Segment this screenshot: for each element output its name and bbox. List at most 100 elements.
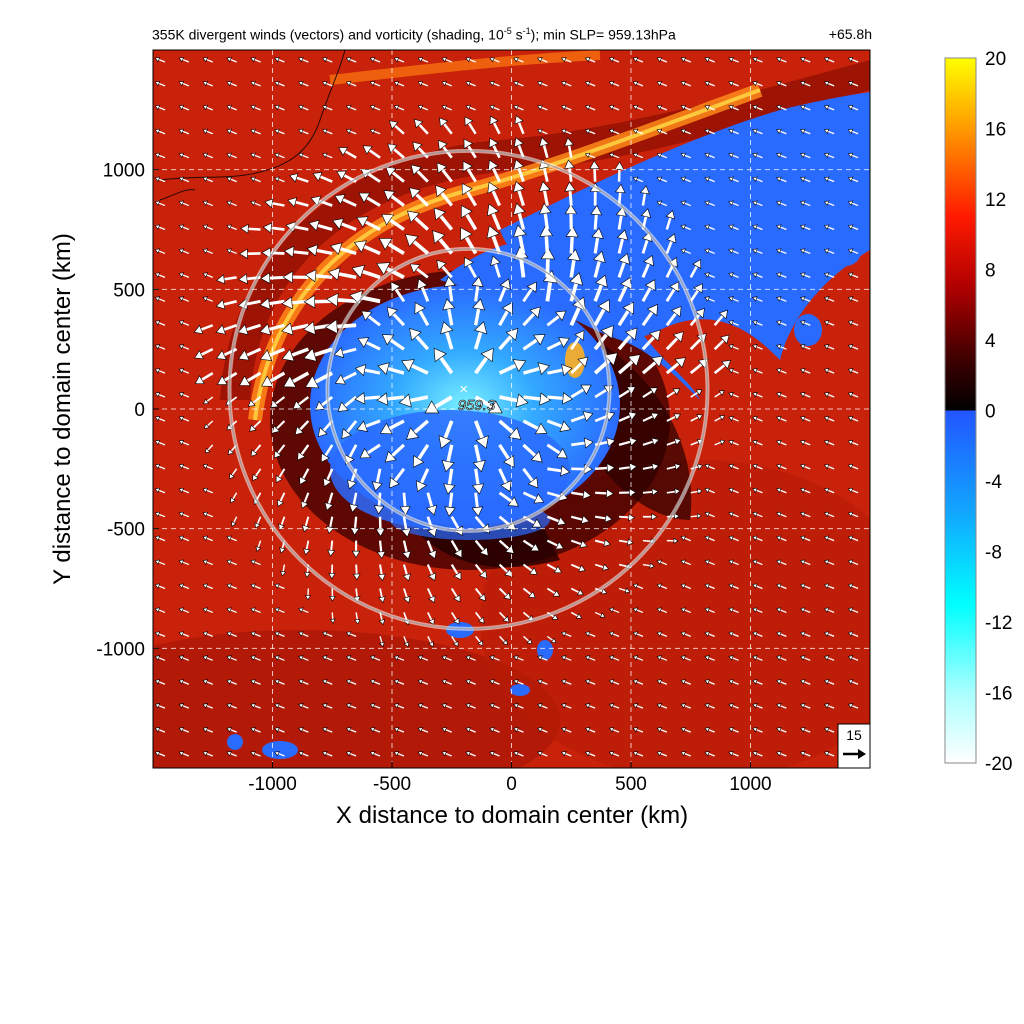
wind-vector-head (415, 480, 428, 493)
wind-vector-head (417, 703, 424, 709)
wind-vector-head (202, 80, 209, 87)
wind-vector-head (202, 176, 209, 182)
wind-vector-head (823, 200, 830, 206)
wind-vector-head (154, 104, 161, 111)
wind-vector-head (298, 679, 304, 685)
wind-vector-head (728, 320, 734, 326)
wind-vector-head (656, 152, 663, 159)
wind-vector-head (298, 655, 304, 661)
wind-vector-head (649, 562, 655, 569)
wind-vector-head (728, 224, 734, 230)
wind-vector-head (488, 400, 503, 414)
wind-vector-head (274, 152, 280, 159)
wind-vector-head (489, 104, 495, 111)
wind-vector-head (204, 447, 211, 454)
wind-vector-head (178, 248, 185, 254)
wind-vector-head (393, 751, 400, 757)
wind-vector-head (154, 727, 161, 733)
wind-vector-head (321, 128, 328, 135)
wind-vector-head (704, 463, 710, 470)
wind-vector-head (503, 592, 511, 600)
wind-vector-head (632, 727, 639, 733)
wind-vector-head (656, 128, 663, 135)
wind-vector-head (400, 528, 412, 538)
wind-vector-head (154, 392, 161, 398)
wind-vector-head (432, 230, 446, 245)
wind-vector-head (435, 184, 447, 198)
wind-vector-head (226, 751, 232, 757)
wind-vector-head (345, 655, 352, 661)
wind-vector-head (462, 160, 473, 173)
wind-vector-head (250, 128, 256, 135)
wind-vector-head (823, 703, 830, 709)
wind-vector-head (277, 499, 285, 507)
wind-vector-head (680, 176, 687, 182)
wind-vector-head (594, 274, 608, 288)
wind-vector-head (656, 583, 663, 589)
wind-vector-head (776, 727, 782, 733)
wind-vector-head (799, 272, 806, 278)
wind-vector-head (776, 583, 782, 589)
storm-center-marker: × 959.3 (457, 381, 496, 414)
x-tick-label: 0 (506, 774, 517, 795)
wind-vector-head (274, 56, 280, 63)
wind-vector-head (369, 703, 376, 709)
wind-vector-head (776, 535, 782, 541)
wind-vector-head (453, 617, 460, 625)
wind-vector-head (154, 655, 161, 661)
wind-vector-head (501, 301, 513, 315)
wind-vector-head (226, 56, 232, 63)
wind-vector-head (254, 522, 261, 529)
wind-vector-head (823, 631, 830, 637)
wind-vector-head (298, 56, 304, 63)
wind-vector-head (584, 727, 591, 733)
wind-vector-head (202, 655, 209, 661)
wind-vector-head (378, 238, 393, 251)
wind-vector-head (578, 564, 586, 572)
wind-vector-head (321, 80, 328, 87)
wind-vector-head (728, 128, 734, 135)
wind-vector-head (464, 116, 474, 127)
wind-vector-head (537, 362, 550, 375)
wind-vector-head (632, 56, 639, 63)
wind-vector-head (202, 535, 209, 541)
wind-vector-head (580, 515, 590, 525)
wind-vector-head (427, 549, 437, 560)
wind-vector-head (273, 450, 282, 459)
wind-vector-head (417, 56, 424, 63)
wind-vector-head (489, 56, 495, 63)
wind-vector-head (704, 56, 710, 63)
wind-vector-head (178, 439, 185, 446)
wind-vector-head (202, 272, 209, 278)
x-tick-label: 500 (615, 774, 647, 795)
wind-vector-head (379, 641, 385, 648)
wind-vector-head (823, 104, 830, 111)
wind-vector-head (680, 559, 687, 565)
wind-vector-head (752, 583, 758, 589)
wind-vector-head (666, 233, 677, 244)
wind-vector-head (274, 655, 280, 661)
wind-vector-head (589, 160, 600, 170)
wind-vector-head (776, 655, 782, 661)
wind-vector-head (202, 56, 209, 63)
wind-vector-head (537, 56, 543, 63)
wind-vector-head (479, 546, 489, 557)
wind-vector-head (178, 487, 185, 494)
wind-vector-head (302, 320, 316, 335)
wind-vector-head (298, 631, 304, 637)
wind-vector-head (250, 655, 256, 661)
wind-vector-head (216, 349, 227, 360)
wind-vector-head (376, 262, 391, 276)
wind-vector-head (226, 248, 232, 254)
wind-vector-head (564, 137, 575, 147)
wind-vector-head (488, 159, 499, 171)
wind-vector-head (728, 487, 734, 494)
wind-vector-head (640, 208, 652, 219)
wind-vector-head (538, 137, 550, 147)
wind-vector-head (728, 679, 734, 685)
wind-vector-head (471, 506, 484, 517)
wind-vector-head (632, 631, 639, 637)
wind-vector-head (250, 559, 256, 565)
reference-vector-arrowhead (858, 749, 866, 759)
wind-vector-head (728, 80, 734, 87)
